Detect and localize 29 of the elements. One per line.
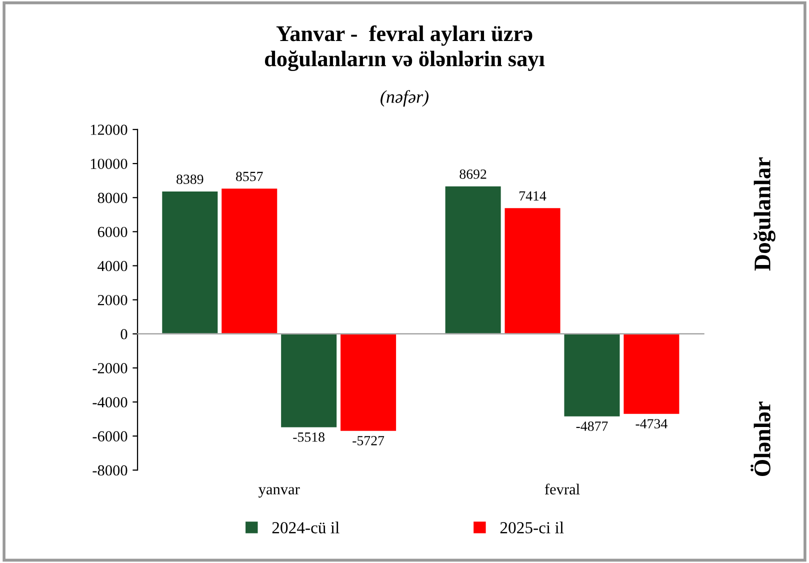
- y-tick-label: 6000: [98, 226, 128, 238]
- y-tick-label: 0: [120, 329, 128, 340]
- y-tick-label: -4000: [92, 397, 128, 408]
- y-tick-label: 12000: [90, 124, 128, 135]
- bar: [339, 333, 398, 432]
- data-label: 7414: [520, 191, 546, 200]
- data-label: 8389: [176, 174, 204, 184]
- y-tick-label: 4000: [98, 260, 128, 272]
- data-label: 8692: [460, 169, 486, 179]
- text: Doğulanlar: [754, 157, 776, 271]
- bar: [280, 333, 338, 428]
- x-tick-label: fevral: [544, 484, 580, 494]
- legend-label: 2024-cü il: [272, 522, 340, 534]
- chart-title: Yanvar - fevral ayları üzrə doğulanların və ölənlərin sayı: [264, 25, 545, 72]
- data-label: -5518: [293, 432, 325, 442]
- data-label: -4877: [576, 421, 608, 431]
- text: Ölənlər: [750, 402, 770, 476]
- x-tick-label: yanvar: [258, 487, 300, 498]
- y-tick-label: 10000: [90, 158, 128, 170]
- data-label: -5727: [352, 436, 384, 446]
- data-label: -4734: [636, 419, 668, 428]
- data-label: 8557: [236, 172, 263, 182]
- y-tick-label: -8000: [92, 465, 128, 476]
- y-tick-label: 8000: [98, 192, 128, 204]
- chart-subtitle: (nəfər): [380, 90, 429, 107]
- y-tick-label: -2000: [92, 363, 128, 374]
- y-tick-label: -6000: [92, 431, 128, 442]
- y-tick-label: 2000: [98, 294, 128, 306]
- legend-label: 2025-ci il: [500, 522, 564, 534]
